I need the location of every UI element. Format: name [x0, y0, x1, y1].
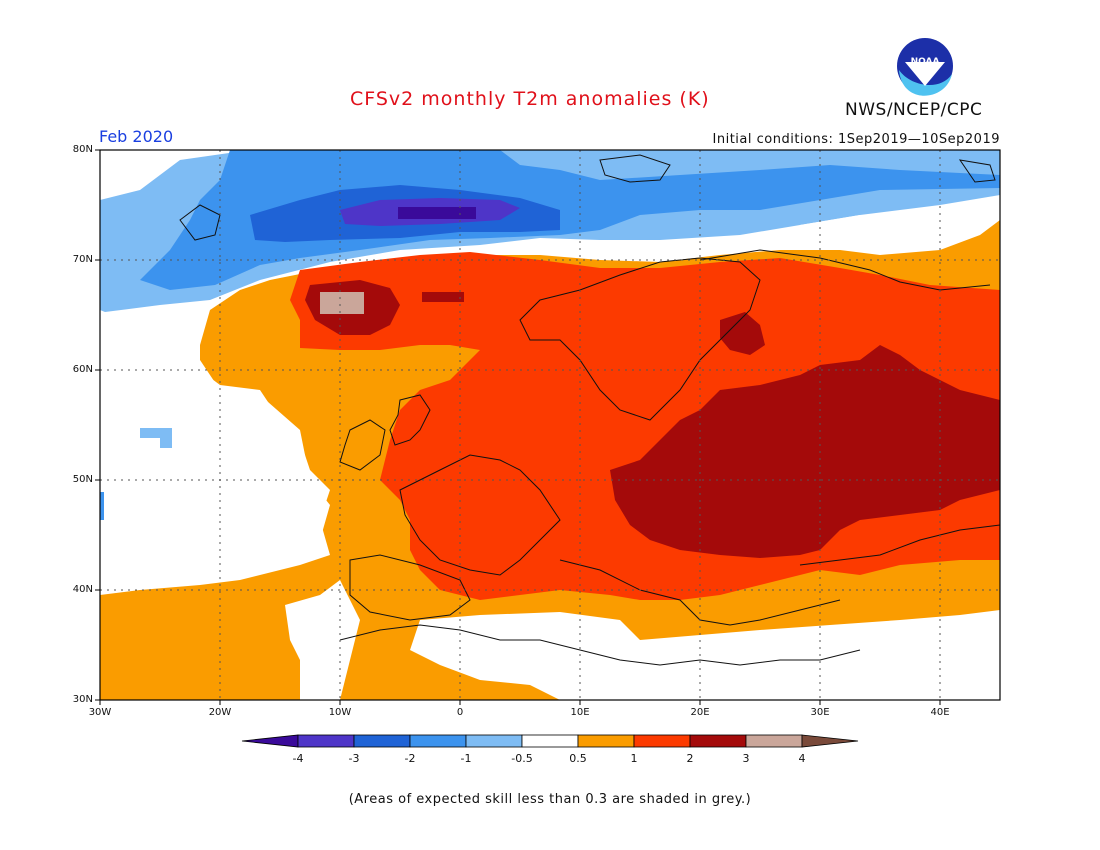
- colorbar-bin-6: [577, 734, 635, 748]
- colorbar-bin-3: [409, 734, 467, 748]
- anomaly-region-neutral-sw: [285, 580, 360, 700]
- noaa-logo-text: NOAA: [911, 57, 940, 67]
- anomaly-region-small-blue-1: [140, 428, 172, 438]
- colorbar-label-m05: -0.5: [511, 752, 533, 765]
- colorbar-label-p05: 0.5: [569, 752, 587, 765]
- lat-label-40n: 40N: [72, 584, 93, 595]
- anomaly-region-dark-red-scandinavia: [720, 312, 765, 355]
- forecast-period: Feb 2020: [99, 127, 174, 146]
- colorbar-label-m4: -4: [292, 752, 304, 765]
- anomaly-region-neutral-nafrica: [410, 610, 1000, 700]
- map-title: CFSv2 monthly T2m anomalies (K): [350, 88, 710, 110]
- colorbar-bin-1: [297, 734, 355, 748]
- lat-label-80n: 80N: [72, 144, 93, 155]
- map-frame: [99, 149, 1001, 701]
- lon-label-20e: 20E: [690, 707, 710, 718]
- lon-label-30e: 30E: [810, 707, 830, 718]
- anomaly-region-small-blue-2: [160, 438, 172, 448]
- agency-label: NWS/NCEP/CPC: [845, 100, 983, 120]
- lon-label-20w: 20W: [208, 707, 232, 718]
- anomaly-region-small-blue-3: [100, 492, 104, 520]
- colorbar-bin-4: [465, 734, 523, 748]
- colorbar-label-p4: 4: [798, 752, 806, 765]
- colorbar-arrow-right: [801, 734, 859, 748]
- anomaly-region-blue: [140, 150, 1000, 290]
- lat-label-50n: 50N: [72, 474, 93, 485]
- lon-label-10e: 10E: [570, 707, 590, 718]
- noaa-logo: NOAA: [897, 38, 953, 96]
- graticule: [100, 150, 1000, 700]
- map-area: [99, 149, 1001, 701]
- skill-footnote: (Areas of expected skill less than 0.3 a…: [348, 792, 752, 807]
- colorbar-label-m1: -1: [460, 752, 472, 765]
- anomaly-region-deep-violet: [398, 207, 476, 219]
- colorbar-label-m3: -3: [348, 752, 360, 765]
- anomaly-region-dark-red-east: [610, 345, 1000, 558]
- initial-conditions: Initial conditions: 1Sep2019—10Sep2019: [712, 132, 1000, 147]
- colorbar-label-p1: 1: [630, 752, 638, 765]
- coastlines: [179, 154, 1001, 666]
- colorbar: [241, 734, 859, 748]
- axis-ticks: [95, 149, 941, 705]
- anomaly-region-very-warm: [320, 292, 364, 314]
- lat-label-30n: 30N: [72, 694, 93, 705]
- colorbar-bin-7: [633, 734, 691, 748]
- lon-label-0: 0: [456, 707, 464, 718]
- colorbar-arrow-left: [241, 734, 299, 748]
- colorbar-bin-9: [745, 734, 803, 748]
- lon-label-40e: 40E: [930, 707, 950, 718]
- colorbar-label-p3: 3: [742, 752, 750, 765]
- colorbar-label-m2: -2: [404, 752, 416, 765]
- colorbar-bin-8: [689, 734, 747, 748]
- lon-label-10w: 10W: [328, 707, 352, 718]
- colorbar-label-p2: 2: [686, 752, 694, 765]
- anomaly-region-neutral-atlantic: [100, 315, 330, 590]
- lon-label-30w: 30W: [88, 707, 112, 718]
- anomaly-region-dark-red-patch: [422, 292, 464, 302]
- lat-label-60n: 60N: [72, 364, 93, 375]
- colorbar-bin-5: [521, 734, 579, 748]
- colorbar-bin-2: [353, 734, 411, 748]
- lat-label-70n: 70N: [72, 254, 93, 265]
